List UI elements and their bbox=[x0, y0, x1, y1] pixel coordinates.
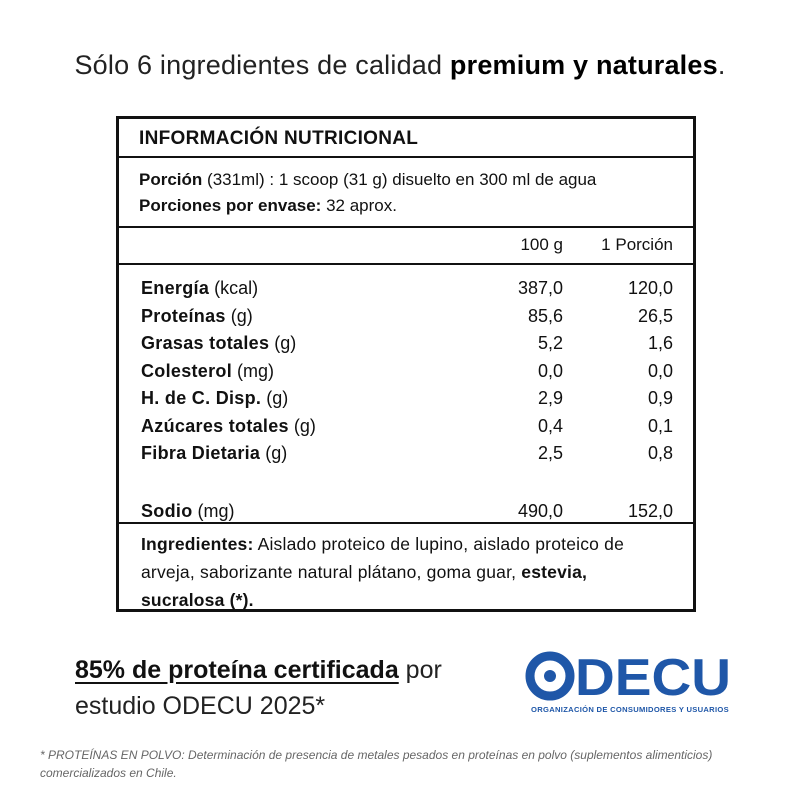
column-100g: 100 g bbox=[520, 235, 563, 254]
ingredients-label: Ingredientes: bbox=[141, 534, 254, 554]
nutrient-value-100g: 0,4 bbox=[537, 415, 563, 436]
nutrient-value-portion: 0,0 bbox=[647, 360, 673, 381]
footnote: * PROTEÍNAS EN POLVO: Determinación de p… bbox=[40, 748, 713, 780]
nutrient-value-100g: 5,2 bbox=[537, 333, 563, 353]
nutrient-row-proteinas: Proteínas (g) 85,6 26,5 bbox=[119, 303, 693, 331]
nutrient-row-colesterol: Colesterol (mg) 0,0 0,0 bbox=[119, 358, 693, 386]
nutrient-name: Proteínas bbox=[141, 305, 226, 326]
nutrient-row-hdc: H. de C. Disp. (g) 2,9 0,9 bbox=[119, 385, 693, 413]
nutrient-name: Grasas totales bbox=[141, 333, 270, 353]
ingredients-bold-end: estevia, sucralosa (*). bbox=[141, 562, 588, 610]
nutrient-row-fibra: Fibra Dietaria (g) 2,5 0,8 bbox=[119, 440, 693, 468]
nutrient-name: Sodio bbox=[141, 500, 193, 521]
nutrition-title: INFORMACIÓN NUTRICIONAL bbox=[119, 119, 693, 158]
nutrient-row-sodio: Sodio (mg) 490,0 152,0 bbox=[119, 498, 693, 526]
nutrient-value-portion: 1,6 bbox=[647, 333, 673, 353]
headline-bold: premium y naturales bbox=[449, 50, 718, 80]
nutrient-value-100g: 0,0 bbox=[537, 360, 563, 381]
nutrient-row-grasas: Grasas totales (g) 5,2 1,6 bbox=[119, 330, 693, 358]
nutrition-panel: INFORMACIÓN NUTRICIONAL Porción (331ml) … bbox=[116, 116, 696, 612]
nutrient-row-azucares: Azúcares totales (g) 0,4 0,1 bbox=[119, 413, 693, 441]
nutrient-value-portion: 120,0 bbox=[627, 278, 673, 298]
servings-label: Porciones por envase: bbox=[139, 196, 322, 215]
nutrient-unit: (mg) bbox=[237, 360, 275, 381]
nutrient-value-portion: 0,1 bbox=[647, 415, 673, 436]
nutrient-value-100g: 387,0 bbox=[517, 278, 563, 298]
nutrient-name: H. de C. Disp. bbox=[141, 388, 262, 408]
portion-volume: (331ml) : bbox=[207, 170, 275, 189]
headline-prefix: Sólo 6 ingredientes de calidad bbox=[74, 50, 450, 80]
nutrient-name: Energía bbox=[141, 278, 210, 298]
nutrient-value-portion: 0,9 bbox=[647, 388, 673, 408]
certification-rest: por bbox=[398, 656, 442, 684]
certification-text: 85% de proteína certificada por estudio … bbox=[75, 652, 442, 724]
nutrient-name: Azúcares totales bbox=[141, 415, 289, 436]
ingredients-section: Ingredientes: Aislado proteico de lupino… bbox=[119, 524, 693, 614]
portion-label: Porción bbox=[139, 170, 203, 189]
servings-value: 32 aprox. bbox=[326, 196, 397, 215]
nutrient-unit: (g) bbox=[293, 415, 316, 436]
nutrient-unit: (kcal) bbox=[214, 278, 259, 298]
odecu-logo: DECU ORGANIZACIÓN DE CONSUMIDORES Y USUA… bbox=[525, 650, 735, 722]
portion-line: Porción (331ml) : 1 scoop (31 g) disuelt… bbox=[139, 167, 693, 193]
headline-suffix: . bbox=[717, 50, 726, 80]
nutrient-name: Colesterol bbox=[141, 360, 233, 381]
ingredients-text: Aislado proteico de lupino, aislado prot… bbox=[141, 534, 625, 582]
nutrient-table: Energía (kcal) 387,0 120,0 Proteínas (g)… bbox=[119, 265, 693, 524]
nutrient-unit: (mg) bbox=[197, 500, 235, 521]
nutrient-value-100g: 2,9 bbox=[537, 388, 563, 408]
nutrient-unit: (g) bbox=[230, 305, 253, 326]
nutrient-value-100g: 2,5 bbox=[537, 443, 563, 463]
certification-line-1: 85% de proteína certificada por bbox=[75, 652, 442, 688]
nutrient-unit: (g) bbox=[274, 333, 297, 353]
nutrient-value-100g: 490,0 bbox=[517, 500, 563, 521]
nutrient-value-portion: 26,5 bbox=[637, 305, 673, 326]
nutrient-name: Fibra Dietaria bbox=[141, 443, 261, 463]
nutrient-value-100g: 85,6 bbox=[527, 305, 563, 326]
odecu-logo-word: DECU bbox=[525, 650, 735, 702]
servings-line: Porciones por envase: 32 aprox. bbox=[139, 193, 693, 219]
nutrient-unit: (g) bbox=[266, 388, 289, 408]
column-header: 100 g 1 Porción bbox=[119, 228, 693, 265]
certification-underlined: 85% de proteína certificada bbox=[75, 656, 399, 684]
nutrient-value-portion: 152,0 bbox=[627, 500, 673, 521]
nutrient-value-portion: 0,8 bbox=[647, 443, 673, 463]
column-portion: 1 Porción bbox=[601, 235, 673, 254]
nutrient-unit: (g) bbox=[265, 443, 288, 463]
headline: Sólo 6 ingredientes de calidad premium y… bbox=[0, 50, 800, 81]
odecu-logo-mark: DECU bbox=[525, 650, 731, 702]
portion-value: 1 scoop (31 g) disuelto en 300 ml de agu… bbox=[278, 170, 597, 189]
nutrient-row-energia: Energía (kcal) 387,0 120,0 bbox=[119, 275, 693, 303]
certification-line-2: estudio ODECU 2025* bbox=[75, 692, 326, 720]
portion-section: Porción (331ml) : 1 scoop (31 g) disuelt… bbox=[119, 158, 693, 228]
odecu-logo-subtitle: ORGANIZACIÓN DE CONSUMIDORES Y USUARIOS bbox=[531, 705, 729, 714]
odecu-logo-letters: DECU bbox=[575, 650, 731, 702]
